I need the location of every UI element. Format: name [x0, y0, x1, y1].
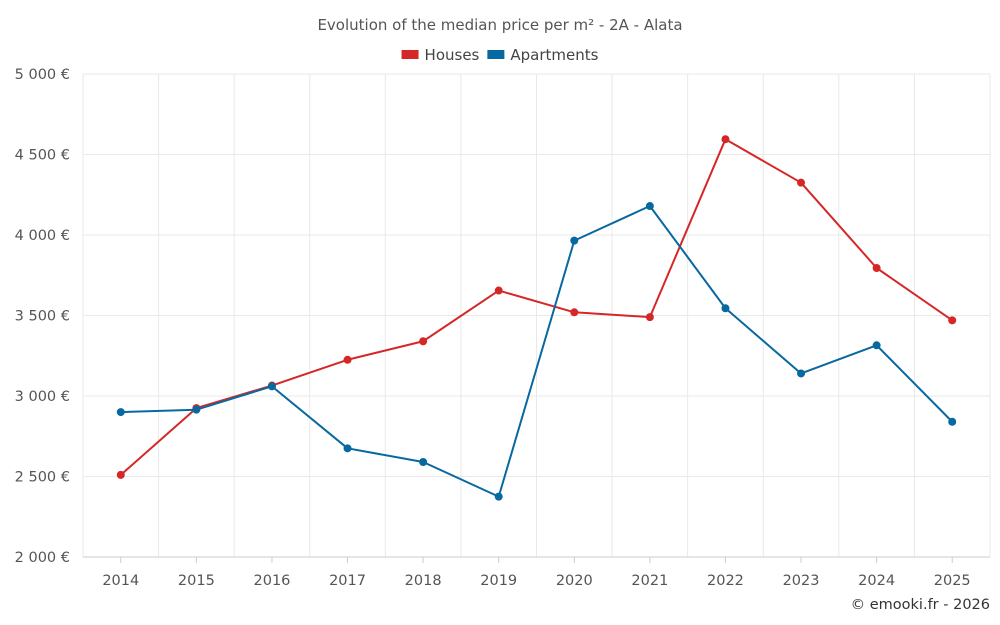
legend-label: Houses: [425, 46, 480, 64]
legend-swatch: [487, 50, 505, 59]
data-point-houses[interactable]: [948, 316, 957, 325]
y-axis: 2 000 € 2 500 € 3 000 € 3 500 € 4 000 € 4 500…: [15, 67, 70, 566]
x-tick-label: 2019: [480, 573, 517, 589]
data-point-apartments[interactable]: [192, 405, 201, 414]
x-tick-label: 2015: [178, 573, 215, 589]
data-point-apartments[interactable]: [797, 369, 806, 378]
x-tick-label: 2017: [329, 573, 366, 589]
data-point-houses[interactable]: [797, 178, 806, 187]
y-tick-label: 2 500 €: [15, 470, 70, 486]
x-tick-label: 2021: [631, 573, 668, 589]
legend-item-apartments[interactable]: Apartments: [487, 46, 599, 64]
x-tick-label: 2016: [254, 573, 291, 589]
x-tick-label: 2022: [707, 573, 744, 589]
y-tick-label: 3 500 €: [15, 309, 70, 325]
y-tick-label: 5 000 €: [15, 67, 70, 83]
data-point-apartments[interactable]: [570, 236, 579, 245]
data-point-apartments[interactable]: [948, 417, 957, 426]
x-tick-label: 2018: [405, 573, 442, 589]
y-tick-label: 3 000 €: [15, 389, 70, 405]
y-tick-label: 4 000 €: [15, 228, 70, 244]
y-tick-label: 4 500 €: [15, 148, 70, 164]
data-point-houses[interactable]: [419, 337, 428, 346]
chart-title: Evolution of the median price per m² - 2…: [317, 16, 682, 34]
data-point-houses[interactable]: [116, 470, 125, 479]
data-point-apartments[interactable]: [116, 408, 125, 417]
series-line-apartments: [120, 205, 953, 498]
x-axis: 2014 2015 2016 2017 2018 2019 2020 2021 2022 2023…: [83, 556, 990, 589]
x-tick-label: 2025: [934, 573, 971, 589]
x-tick-label: 2023: [783, 573, 820, 589]
y-tick-label: 2 000 €: [15, 550, 70, 566]
credit-text: © emooki.fr - 2026: [851, 597, 990, 613]
x-tick-label: 2020: [556, 573, 593, 589]
data-point-apartments[interactable]: [645, 202, 654, 211]
data-point-apartments[interactable]: [267, 382, 276, 391]
data-point-houses[interactable]: [645, 313, 654, 322]
data-point-apartments[interactable]: [872, 341, 881, 350]
data-point-houses[interactable]: [343, 355, 352, 364]
series-apartments: [116, 202, 957, 501]
data-point-apartments[interactable]: [419, 458, 428, 467]
legend-item-houses[interactable]: Houses: [401, 46, 480, 64]
x-tick-label: 2024: [858, 573, 895, 589]
data-point-houses[interactable]: [721, 135, 730, 144]
legend-swatch: [401, 50, 419, 59]
data-point-houses[interactable]: [494, 286, 503, 295]
data-point-apartments[interactable]: [343, 444, 352, 453]
data-point-apartments[interactable]: [494, 492, 503, 501]
legend[interactable]: Houses Apartments: [401, 46, 599, 64]
legend-label: Apartments: [510, 46, 598, 64]
data-point-apartments[interactable]: [721, 304, 730, 313]
grid-lines: [82, 73, 991, 557]
x-tick-label: 2014: [102, 573, 139, 589]
series-layer: [116, 135, 957, 501]
data-point-houses[interactable]: [872, 264, 881, 273]
data-point-houses[interactable]: [570, 308, 579, 317]
